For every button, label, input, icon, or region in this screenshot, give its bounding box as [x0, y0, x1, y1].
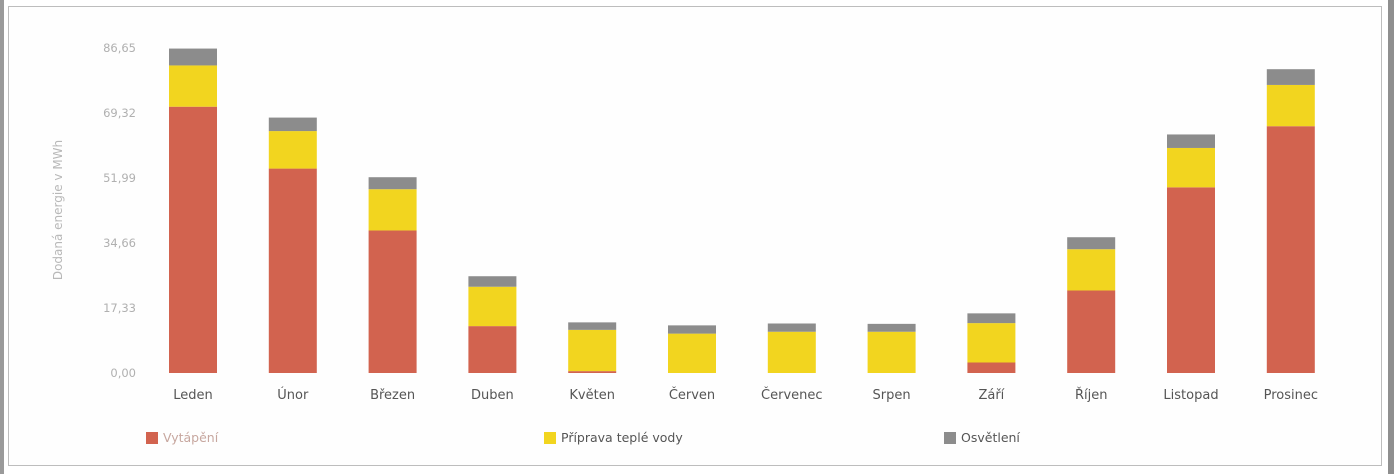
legend-swatch — [544, 432, 556, 444]
x-category-label: Duben — [471, 388, 514, 403]
y-axis-ticks: 0,00 17,33 34,66 51,99 69,32 86,65 — [103, 41, 136, 380]
legend-label: Osvětlení — [961, 430, 1020, 445]
bar-segment-vytapeni — [468, 326, 517, 373]
bar-segment-priprava-teple-vody — [867, 331, 916, 373]
bar-segment-priprava-teple-vody — [169, 65, 217, 107]
x-category-label: Srpen — [873, 388, 911, 403]
y-tick-label: 34,66 — [103, 236, 136, 250]
legend-swatch — [944, 432, 956, 444]
bar-segment-vytapeni — [169, 106, 217, 373]
x-category-label: Říjen — [1075, 387, 1108, 403]
bar-segment-osvetleni — [568, 322, 617, 330]
chart-frame — [8, 6, 1382, 466]
x-category-label: Listopad — [1163, 388, 1218, 403]
bar-segment-priprava-teple-vody — [1067, 249, 1116, 291]
x-category-label: Červenec — [761, 387, 823, 403]
bar-segment-vytapeni — [268, 168, 317, 373]
bar-segment-priprava-teple-vody — [668, 333, 716, 373]
x-axis-labels: Leden Únor Březen Duben Květen Červen Červenec… — [173, 387, 1318, 403]
legend-swatch — [146, 432, 158, 444]
bar-segment-osvetleni — [867, 323, 916, 332]
bar-segment-vytapeni — [1067, 290, 1116, 373]
y-axis-label: Dodaná energie v MWh — [51, 140, 65, 280]
bar-segment-osvetleni — [668, 325, 716, 334]
bar-segment-priprava-teple-vody — [1266, 84, 1315, 127]
bar-segment-vytapeni — [1266, 126, 1315, 373]
bar-segment-priprava-teple-vody — [967, 323, 1016, 363]
bar-segment-vytapeni — [967, 362, 1016, 373]
y-tick-label: 51,99 — [103, 171, 136, 185]
x-category-label: Leden — [173, 388, 213, 403]
bar-segment-osvetleni — [169, 48, 217, 66]
bar-segment-priprava-teple-vody — [268, 131, 317, 169]
y-tick-label: 86,65 — [103, 41, 136, 55]
legend-label: Vytápění — [163, 430, 219, 445]
bar-segment-osvetleni — [368, 177, 417, 190]
x-category-label: Září — [978, 388, 1004, 403]
legend-label: Příprava teplé vody — [561, 430, 683, 445]
bar-segment-osvetleni — [967, 313, 1016, 324]
bar-segment-vytapeni — [1167, 187, 1215, 373]
x-category-label: Červen — [669, 387, 715, 403]
bar-segment-vytapeni — [568, 371, 617, 373]
y-tick-label: 17,33 — [103, 301, 136, 315]
scan-edge-left — [0, 0, 4, 474]
bar-segment-osvetleni — [1167, 134, 1215, 148]
bar-segment-priprava-teple-vody — [368, 189, 417, 231]
bar-segment-vytapeni — [368, 230, 417, 373]
bar-segment-priprava-teple-vody — [468, 286, 517, 327]
bar-segment-priprava-teple-vody — [568, 329, 617, 372]
bars — [169, 48, 1315, 373]
scan-edge-right — [1388, 0, 1394, 474]
x-category-label: Únor — [277, 387, 309, 403]
bar-segment-osvetleni — [468, 276, 517, 287]
bar-segment-osvetleni — [767, 323, 816, 332]
y-tick-label: 69,32 — [103, 106, 136, 120]
bar-segment-priprava-teple-vody — [767, 331, 816, 373]
y-tick-label: 0,00 — [110, 366, 136, 380]
x-category-label: Květen — [569, 388, 615, 403]
bar-segment-osvetleni — [1266, 69, 1315, 85]
bar-segment-osvetleni — [268, 117, 317, 132]
bar-segment-priprava-teple-vody — [1167, 147, 1215, 188]
x-category-label: Březen — [370, 388, 415, 403]
legend: Vytápění Příprava teplé vody Osvětlení — [146, 430, 1020, 445]
bar-segment-osvetleni — [1067, 237, 1116, 250]
x-category-label: Prosinec — [1264, 388, 1318, 403]
